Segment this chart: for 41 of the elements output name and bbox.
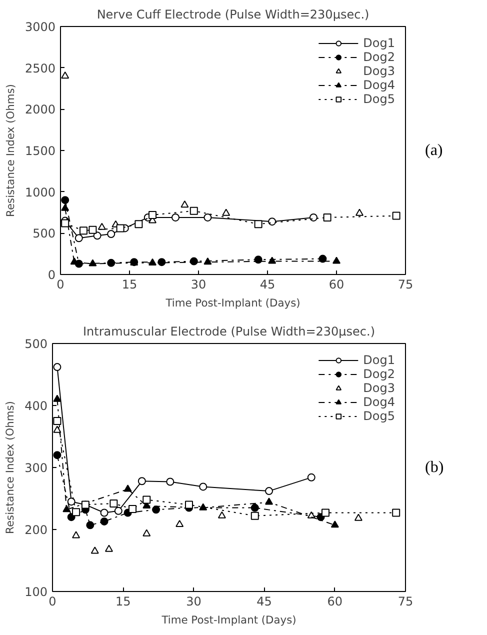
x-tick-label: 0 <box>56 278 64 292</box>
legend-label: Dog1 <box>363 353 395 367</box>
x-axis-title: Time Post-Implant (Days) <box>164 296 300 310</box>
x-axis-title: Time Post-Implant (Days) <box>160 614 296 626</box>
y-tick-label: 400 <box>24 399 48 413</box>
y-axis-title: Resistance Index (Ohms) <box>4 84 17 217</box>
y-tick-label: 1500 <box>24 144 56 158</box>
legend-label: Dog5 <box>363 92 395 106</box>
y-tick-label: 2500 <box>24 61 56 76</box>
x-tick-label: 75 <box>398 278 414 292</box>
y-tick-label: 3000 <box>24 20 56 34</box>
y-tick-label: 500 <box>24 337 48 351</box>
x-tick-label: 30 <box>190 278 206 292</box>
y-tick-label: 0 <box>48 268 56 282</box>
legend-label: Dog1 <box>363 36 395 50</box>
x-tick-label: 60 <box>328 278 344 292</box>
y-tick-label: 500 <box>32 226 56 241</box>
legend-label: Dog3 <box>363 381 395 395</box>
chart-title: Intramuscular Electrode (Pulse Width=230μsec.) <box>82 324 376 338</box>
y-tick-label: 2000 <box>24 102 56 117</box>
x-tick-label: 75 <box>398 594 414 608</box>
y-tick-label: 300 <box>24 461 48 475</box>
text: (b) <box>425 458 444 478</box>
legend-label: Dog3 <box>363 64 395 78</box>
legend-label: Dog4 <box>363 395 395 409</box>
x-tick-label: 60 <box>327 594 343 608</box>
y-tick-label: 200 <box>24 523 48 537</box>
x-tick-label: 15 <box>115 594 131 608</box>
chart-title: Nerve Cuff Electrode (Pulse Width=230μsec.) <box>96 8 370 22</box>
y-tick-label: 100 <box>24 585 48 599</box>
x-tick-label: 45 <box>260 278 276 292</box>
legend-label: Dog4 <box>363 78 395 92</box>
x-tick-label: 15 <box>122 278 138 292</box>
legend-label: Dog5 <box>363 409 395 423</box>
y-tick-label: 1000 <box>24 185 56 200</box>
legend-label: Dog2 <box>363 367 395 381</box>
text: (a) <box>425 141 443 161</box>
y-axis-title: Resistance Index (Ohms) <box>4 401 17 534</box>
x-tick-label: 45 <box>256 594 272 608</box>
x-tick-label: 30 <box>186 594 202 608</box>
legend-label: Dog2 <box>363 50 395 64</box>
